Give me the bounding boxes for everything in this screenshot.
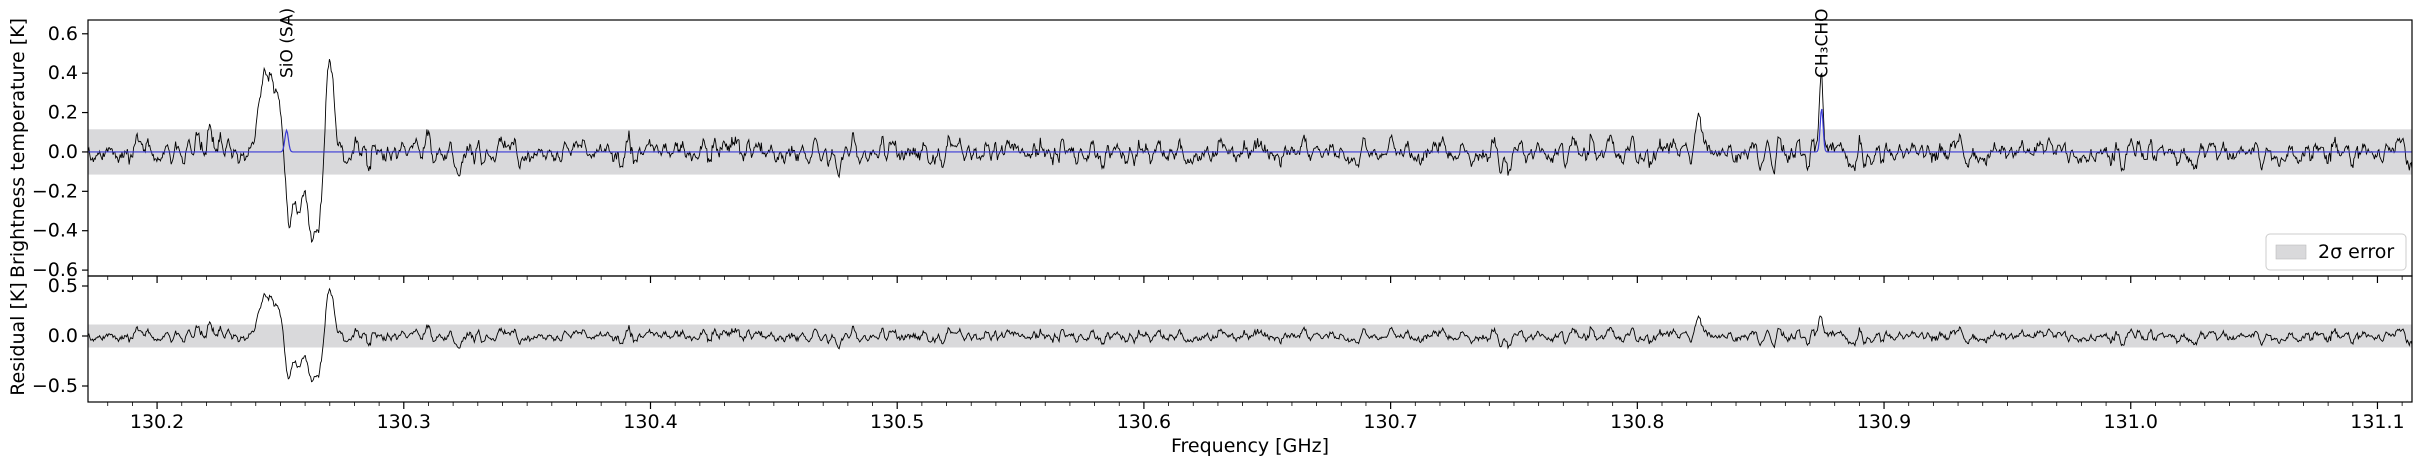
residual-panel: −0.5 0.0 0.5 130.2 130.3 130.4 130.5 130.6 130.7… — [32, 275, 2413, 433]
residual-error-band — [88, 324, 2412, 348]
x-tick-label: 130.8 — [1610, 411, 1664, 433]
line-annotation-label: SiO (SA) — [278, 8, 298, 78]
legend-swatch — [2275, 244, 2307, 260]
x-tick-label: 130.2 — [130, 411, 184, 433]
top-y-tick-label: −0.2 — [32, 180, 78, 202]
legend: 2σ error — [2265, 233, 2407, 271]
top-y-axis-title: Brightness temperature [K] — [7, 18, 29, 278]
x-tick-label: 130.9 — [1857, 411, 1911, 433]
top-y-tick-label: −0.6 — [32, 259, 78, 281]
legend-label: 2σ error — [2318, 241, 2394, 263]
bottom-y-axis-title: Residual [K] — [7, 282, 29, 396]
top-y-tick-label: −0.4 — [32, 220, 78, 242]
x-tick-label: 130.5 — [870, 411, 924, 433]
x-tick-label: 131.0 — [2104, 411, 2158, 433]
residual-line — [88, 287, 2412, 383]
x-tick-label: 130.6 — [1117, 411, 1171, 433]
top-y-tick-label: 0.0 — [48, 141, 78, 163]
x-tick-label: 130.4 — [623, 411, 677, 433]
top-y-tick-label: 0.6 — [48, 23, 78, 45]
bottom-y-tick-label: 0.0 — [48, 325, 78, 347]
x-tick-label: 130.7 — [1363, 411, 1417, 433]
bottom-axes-frame — [87, 275, 2413, 403]
x-tick-label: 130.3 — [377, 411, 431, 433]
x-tick-label: 131.1 — [2350, 411, 2404, 433]
top-y-tick-label: 0.2 — [48, 102, 78, 124]
legend-box — [2265, 233, 2407, 271]
x-axis-title: Frequency [GHz] — [1171, 435, 1329, 457]
line-annotation-label: CH₃CHO — [1813, 8, 1833, 78]
bottom-y-tick-label: −0.5 — [32, 375, 78, 397]
top-y-tick-label: 0.4 — [48, 62, 78, 84]
bottom-y-tick-label: 0.5 — [48, 275, 78, 297]
model-spectrum-line — [88, 108, 2412, 153]
spectrum-panel: −0.6 −0.4 −0.2 0.0 0.2 0.4 0.6 SiO (SA) CH₃CHO 2σ… — [32, 8, 2413, 283]
